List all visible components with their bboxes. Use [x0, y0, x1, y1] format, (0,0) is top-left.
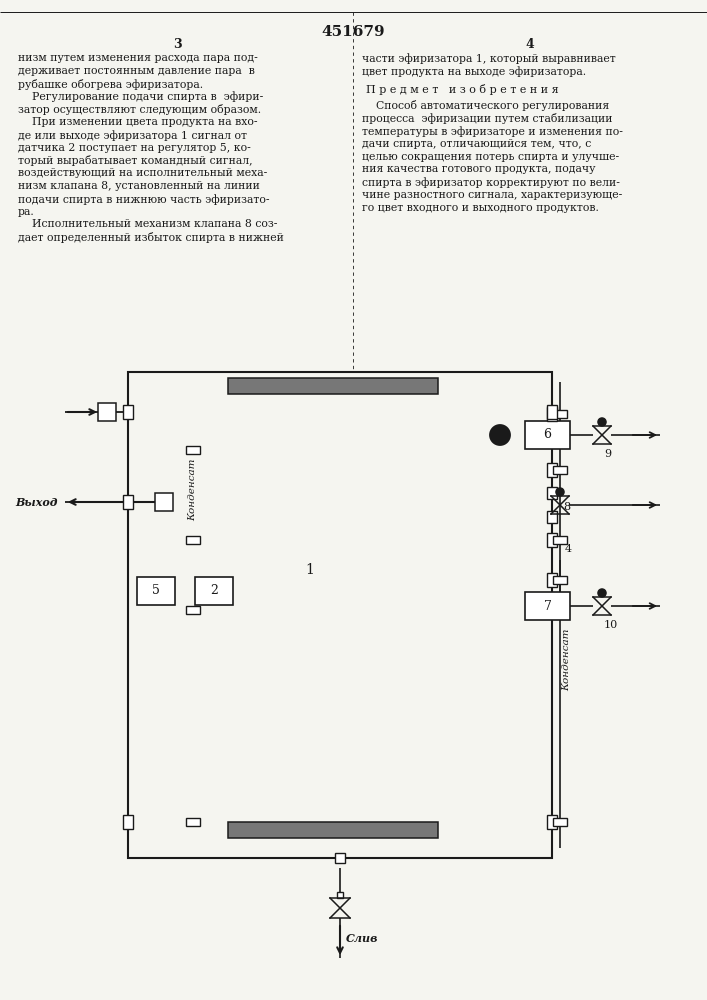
Text: 4: 4	[565, 544, 572, 554]
Bar	[547, 407, 557, 421]
Text: П р е д м е т   и з о б р е т е н и я: П р е д м е т и з о б р е т е н и я	[366, 84, 559, 95]
Text: датчика 2 поступает на регулятор 5, ко-: датчика 2 поступает на регулятор 5, ко-	[18, 143, 251, 153]
Text: процесса  эфиризации путем стабилизации: процесса эфиризации путем стабилизации	[362, 113, 612, 124]
Bar	[547, 463, 557, 477]
Text: цвет продукта на выходе эфиризатора.: цвет продукта на выходе эфиризатора.	[362, 66, 586, 77]
Text: Конденсат: Конденсат	[189, 459, 197, 521]
Text: спирта в эфиризатор корректируют по вели-: спирта в эфиризатор корректируют по вели…	[362, 177, 620, 188]
Bar	[186, 536, 200, 544]
Text: держивает постоянным давление пара  в: держивает постоянным давление пара в	[18, 66, 255, 76]
Text: низм путем изменения расхода пара под-: низм путем изменения расхода пара под-	[18, 53, 258, 63]
Bar	[553, 466, 567, 474]
Bar	[123, 815, 133, 829]
Text: де или выходе эфиризатора 1 сигнал от: де или выходе эфиризатора 1 сигнал от	[18, 130, 247, 141]
Text: чине разностного сигнала, характеризующе-: чине разностного сигнала, характеризующе…	[362, 190, 622, 200]
Circle shape	[556, 488, 564, 496]
Text: Слив: Слив	[346, 932, 378, 944]
Bar	[186, 606, 200, 614]
Text: Способ автоматического регулирования: Способ автоматического регулирования	[362, 100, 609, 111]
Text: 9: 9	[604, 449, 611, 459]
Bar	[525, 592, 570, 620]
Bar	[98, 403, 116, 421]
Bar	[547, 487, 557, 499]
Text: затор осуществляют следующим образом.: затор осуществляют следующим образом.	[18, 104, 261, 115]
Text: Регулирование подачи спирта в  эфири-: Регулирование подачи спирта в эфири-	[18, 91, 263, 102]
Bar	[553, 410, 567, 418]
Text: Выход: Выход	[16, 496, 58, 508]
Text: ния качества готового продукта, подачу: ния качества готового продукта, подачу	[362, 164, 595, 174]
Text: подачи спирта в нижнюю часть эфиризато-: подачи спирта в нижнюю часть эфиризато-	[18, 194, 269, 205]
Bar	[553, 818, 567, 826]
Bar	[155, 493, 173, 511]
Text: воздействующий на исполнительный меха-: воздействующий на исполнительный меха-	[18, 168, 267, 178]
Bar	[553, 536, 567, 544]
Text: температуры в эфиризаторе и изменения по-: температуры в эфиризаторе и изменения по…	[362, 126, 623, 137]
Circle shape	[598, 418, 606, 426]
Circle shape	[598, 589, 606, 597]
Bar	[186, 818, 200, 826]
Bar	[547, 511, 557, 523]
Text: части эфиризатора 1, который выравнивает: части эфиризатора 1, который выравнивает	[362, 53, 616, 64]
Text: Конденсат: Конденсат	[562, 629, 571, 691]
Text: торый вырабатывает командный сигнал,: торый вырабатывает командный сигнал,	[18, 155, 252, 166]
Bar	[335, 853, 345, 863]
Text: При изменении цвета продукта на вхо-: При изменении цвета продукта на вхо-	[18, 117, 257, 127]
Text: целью сокращения потерь спирта и улучше-: целью сокращения потерь спирта и улучше-	[362, 152, 619, 162]
Bar	[547, 533, 557, 547]
Bar	[228, 378, 438, 394]
Bar	[186, 446, 200, 454]
Text: 2: 2	[210, 584, 218, 597]
Bar	[123, 495, 133, 509]
Bar	[137, 577, 175, 605]
Text: 1: 1	[305, 563, 315, 577]
Text: 5: 5	[152, 584, 160, 597]
Text: го цвет входного и выходного продуктов.: го цвет входного и выходного продуктов.	[362, 203, 599, 213]
Text: 3: 3	[496, 430, 503, 440]
Text: 4: 4	[525, 38, 534, 51]
Bar	[547, 405, 557, 419]
Text: дает определенный избыток спирта в нижней: дает определенный избыток спирта в нижне…	[18, 232, 284, 243]
Text: ра.: ра.	[18, 207, 35, 217]
Bar	[553, 576, 567, 584]
Bar	[547, 573, 557, 587]
Text: 10: 10	[604, 620, 618, 630]
Text: 451679: 451679	[321, 25, 385, 39]
Bar	[128, 372, 552, 858]
Bar	[195, 577, 233, 605]
Text: 6: 6	[544, 428, 551, 442]
Text: низм клапана 8, установленный на линии: низм клапана 8, установленный на линии	[18, 181, 260, 191]
Bar	[123, 405, 133, 419]
Bar	[547, 815, 557, 829]
Bar	[228, 822, 438, 838]
Bar	[525, 421, 570, 449]
Text: 3: 3	[173, 38, 181, 51]
Text: дачи спирта, отличающийся тем, что, с: дачи спирта, отличающийся тем, что, с	[362, 139, 591, 149]
Text: Исполнительный механизм клапана 8 соз-: Исполнительный механизм клапана 8 соз-	[18, 219, 277, 229]
Text: 8: 8	[563, 502, 570, 512]
Circle shape	[490, 425, 510, 445]
Bar	[547, 428, 557, 442]
Text: 7: 7	[544, 599, 551, 612]
Bar	[337, 892, 343, 898]
Text: рубашке обогрева эфиризатора.: рубашке обогрева эфиризатора.	[18, 79, 203, 90]
